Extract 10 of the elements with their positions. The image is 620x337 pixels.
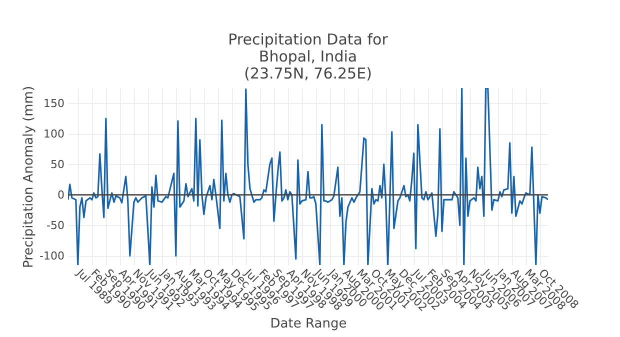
y-tick-label: 100 <box>44 127 64 140</box>
y-tick-label: 0 <box>58 188 64 202</box>
line-series <box>68 88 548 265</box>
chart-title: Precipitation Data for Bhopal, India (23.75N, 76.25E) <box>228 30 389 82</box>
y-tick-label: 150 <box>44 96 64 110</box>
y-axis-title: Precipitation Anomaly (mm) <box>22 86 37 268</box>
x-axis-title: Date Range <box>270 316 347 332</box>
y-tick-label: 50 <box>50 158 64 171</box>
y-tick-label: -100 <box>40 249 64 262</box>
y-tick-label: -50 <box>46 218 64 232</box>
